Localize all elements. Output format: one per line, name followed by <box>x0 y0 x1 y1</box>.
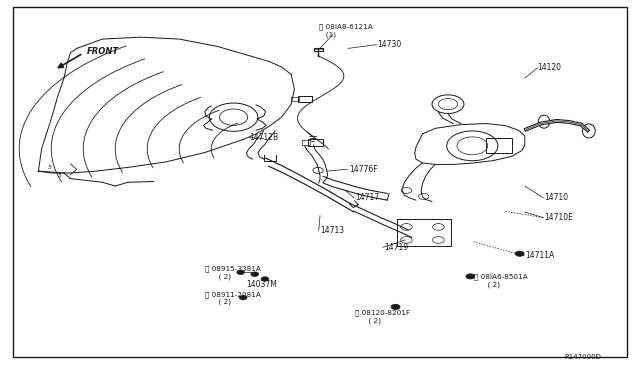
Text: Ⓑ 08IA6-8501A
      ( 2): Ⓑ 08IA6-8501A ( 2) <box>474 274 527 288</box>
Text: 5: 5 <box>58 173 61 178</box>
Text: 14776F: 14776F <box>349 165 378 174</box>
Circle shape <box>391 304 400 310</box>
Text: Ⓑ 08IA8-6121A
   (1): Ⓑ 08IA8-6121A (1) <box>319 23 372 38</box>
Text: 14730: 14730 <box>378 40 402 49</box>
Circle shape <box>515 251 524 256</box>
Bar <box>302 140 310 145</box>
Circle shape <box>466 274 475 279</box>
Text: 14710E: 14710E <box>544 213 573 222</box>
Text: 14719: 14719 <box>384 243 408 252</box>
Text: 14712B: 14712B <box>250 133 279 142</box>
Circle shape <box>251 272 259 276</box>
Text: FRONT: FRONT <box>86 47 118 56</box>
Text: 14717: 14717 <box>355 193 380 202</box>
Bar <box>314 48 323 51</box>
Text: 14710: 14710 <box>544 193 568 202</box>
Bar <box>397 219 451 246</box>
Text: 14711A: 14711A <box>525 251 554 260</box>
Circle shape <box>237 270 244 275</box>
Circle shape <box>261 277 269 281</box>
Bar <box>308 139 323 146</box>
Text: Ⓑ 08120-8201F
      ( 2): Ⓑ 08120-8201F ( 2) <box>355 310 410 324</box>
Bar <box>291 97 299 101</box>
Text: R147000D: R147000D <box>564 354 602 360</box>
Text: 14120: 14120 <box>538 63 562 72</box>
Text: 14713: 14713 <box>320 226 344 235</box>
Text: 14037M: 14037M <box>246 280 277 289</box>
Bar <box>486 138 512 153</box>
Text: Ⓝ 08911-2081A
      ( 2): Ⓝ 08911-2081A ( 2) <box>205 291 260 305</box>
Bar <box>298 96 312 102</box>
Circle shape <box>239 295 247 300</box>
Text: Ⓜ 08915-3381A
      ( 2): Ⓜ 08915-3381A ( 2) <box>205 266 260 280</box>
Text: 5: 5 <box>48 165 52 170</box>
